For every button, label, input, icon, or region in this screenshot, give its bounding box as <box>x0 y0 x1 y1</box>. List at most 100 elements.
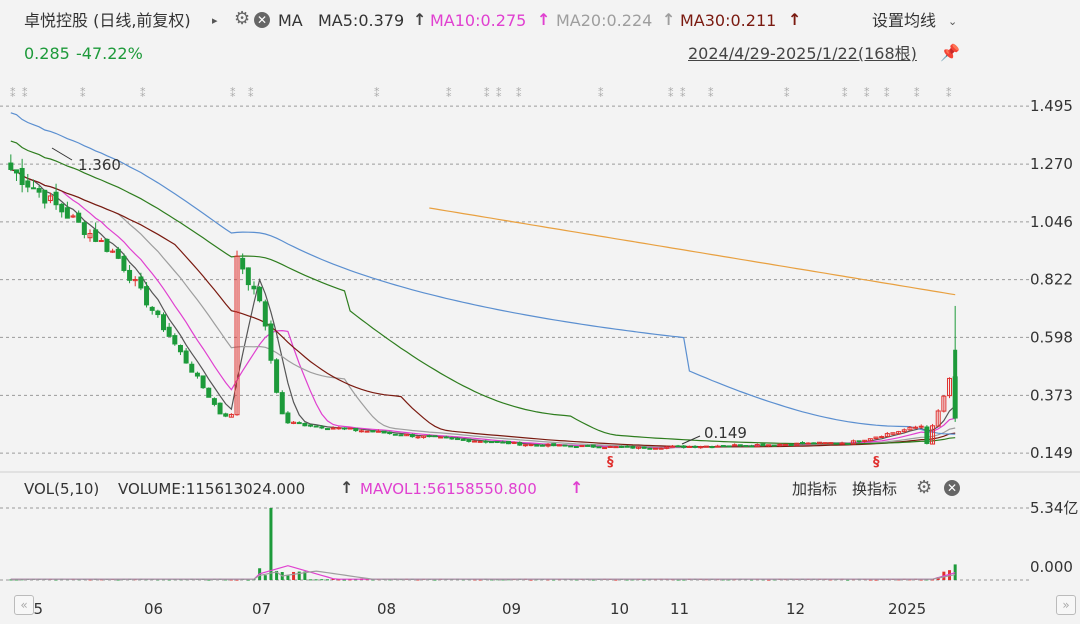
candle-body <box>619 445 625 448</box>
candle-body <box>500 441 506 444</box>
volume-bar <box>235 579 239 581</box>
candle-body <box>240 257 246 270</box>
volume-bar <box>642 579 646 581</box>
ma30-line <box>10 168 956 448</box>
candle-body <box>415 436 421 439</box>
add-indicator-button[interactable]: 加指标 <box>792 480 838 498</box>
event-marker: ⁑ <box>784 87 790 100</box>
candle-body <box>228 413 234 418</box>
candle-body <box>596 446 602 449</box>
candle-body <box>935 410 941 427</box>
y-tick-label: 1.270 <box>1030 155 1073 173</box>
candle-body <box>771 444 777 447</box>
event-marker: ⁑ <box>864 87 870 100</box>
x-tick-label: 10 <box>610 600 629 618</box>
volume-bar <box>546 579 550 581</box>
candle-body <box>104 238 110 252</box>
volume-bar <box>354 579 358 581</box>
candle-body <box>279 392 285 415</box>
candle-body <box>658 447 664 450</box>
expand-triangle-icon[interactable]: ▸ <box>212 14 218 27</box>
close-icon[interactable]: ✕ <box>944 480 960 496</box>
volume-bar <box>750 579 754 581</box>
candle-body <box>681 445 687 448</box>
candle-body <box>387 431 393 435</box>
ma-settings-button[interactable]: 设置均线 <box>872 11 937 30</box>
candle-body <box>862 439 868 442</box>
ma10-value: MA10:0.275 <box>430 11 527 30</box>
volume-bar <box>874 579 878 581</box>
candle-body <box>822 442 828 445</box>
mavol1-value: MAVOL1:56158550.800 <box>360 480 537 498</box>
y-tick-label: 1.046 <box>1030 213 1073 231</box>
volume-bar <box>727 579 731 581</box>
candle-body <box>87 233 93 239</box>
volume-bar <box>342 579 346 581</box>
candle-body <box>652 447 658 450</box>
candle-body <box>551 443 557 447</box>
candle-body <box>296 422 302 425</box>
candle-body <box>25 180 31 188</box>
pin-icon[interactable]: 📌 <box>940 43 960 62</box>
mavol1-line <box>10 565 956 580</box>
candle-body <box>432 435 438 438</box>
candle-body <box>941 395 947 412</box>
candle-body <box>13 169 19 174</box>
event-marker: ⁑ <box>516 87 522 100</box>
scroll-right-button[interactable]: » <box>1056 595 1076 615</box>
candle-body <box>138 276 144 289</box>
candle-body <box>783 443 789 446</box>
mavol1-arrow-icon: ↑ <box>570 478 584 497</box>
candle-body <box>568 445 574 448</box>
y-tick-label: 0.149 <box>1030 444 1073 462</box>
candle-body <box>641 446 647 449</box>
volume-tick-label: 0.000 <box>1030 558 1073 576</box>
candle-body <box>223 413 229 417</box>
candle-body <box>19 167 25 186</box>
volume-bar <box>263 575 267 580</box>
candle-body <box>251 285 257 290</box>
candle-body <box>732 444 738 447</box>
candle-body <box>884 433 890 438</box>
gear-icon[interactable]: ⚙ <box>916 477 933 498</box>
candle-body <box>686 445 692 448</box>
candle-body <box>799 442 805 445</box>
close-icon[interactable]: ✕ <box>254 12 270 28</box>
chart-header: 卓悦控股 (日线,前复权) ▸ ⚙ ✕ MA MA5:0.379 ↑ MA10:… <box>0 0 1080 70</box>
candle-body <box>562 444 568 447</box>
candle-body <box>472 440 478 443</box>
volume-bar <box>229 579 233 581</box>
candle-body <box>59 203 65 213</box>
volume-bar <box>433 579 437 581</box>
y-tick-label: 1.495 <box>1030 97 1073 115</box>
candle-body <box>183 350 189 364</box>
candle-body <box>585 444 591 447</box>
volume-bar <box>591 579 595 581</box>
candle-body <box>438 436 444 439</box>
candle-body <box>347 427 353 430</box>
candle-body <box>607 445 613 448</box>
date-range[interactable]: 2024/4/29-2025/1/22(168根) <box>688 44 917 63</box>
candle-body <box>8 162 14 170</box>
candle-body <box>590 444 596 448</box>
candle-body <box>200 375 206 389</box>
ma20-value: MA20:0.224 <box>556 11 653 30</box>
candle-body <box>816 441 822 445</box>
y-tick-label: 0.598 <box>1030 328 1073 346</box>
candle-body <box>709 446 715 449</box>
chevron-down-icon[interactable]: ⌄ <box>948 15 958 28</box>
candle-body <box>206 387 212 398</box>
candle-body <box>505 440 511 445</box>
stock-title: 卓悦控股 (日线,前复权) <box>24 11 191 30</box>
gear-icon[interactable]: ⚙ <box>234 8 251 29</box>
volume-bar <box>721 579 725 581</box>
switch-indicator-button[interactable]: 换指标 <box>852 480 898 498</box>
candles <box>8 154 958 450</box>
scroll-left-button[interactable]: « <box>14 595 34 615</box>
candle-body <box>630 445 636 449</box>
candle-body <box>850 440 856 445</box>
event-marker: ⁑ <box>598 87 604 100</box>
candle-body <box>556 444 562 447</box>
candle-body <box>161 314 167 331</box>
